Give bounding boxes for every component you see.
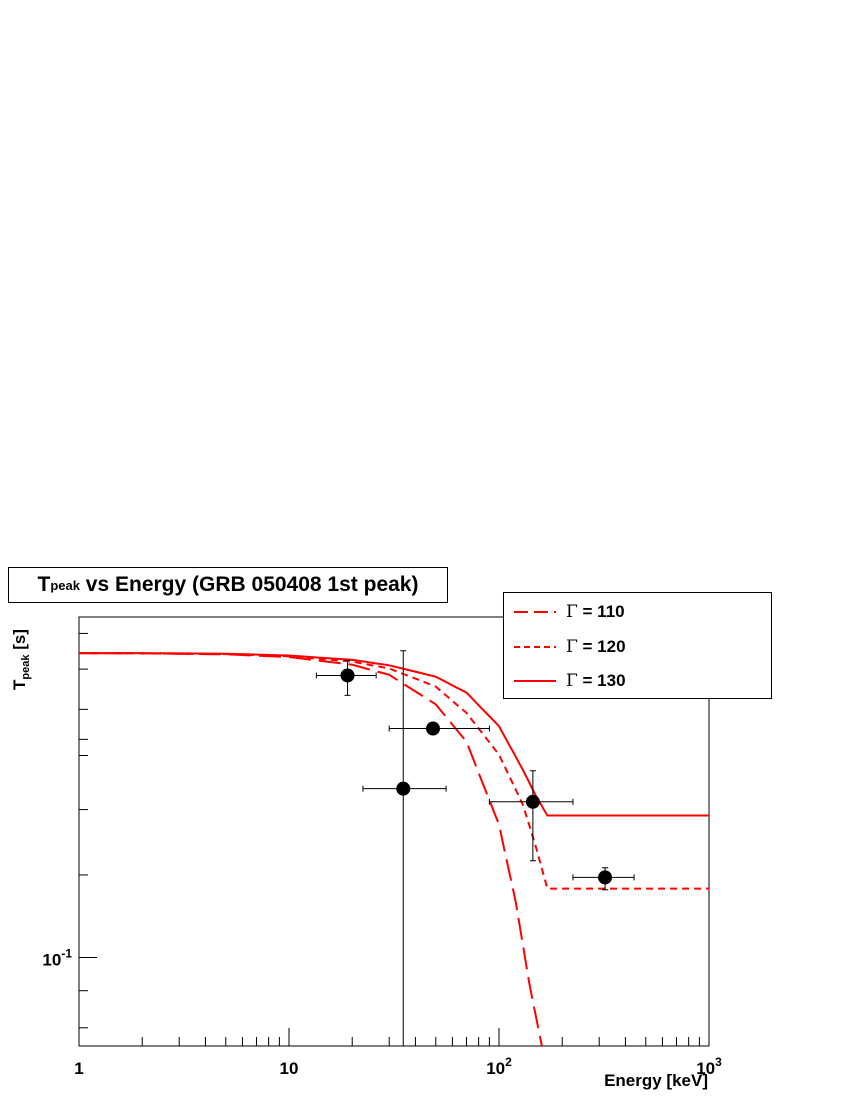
short-dash-line-icon — [514, 646, 556, 648]
data-point — [396, 781, 411, 796]
legend: Γ = 110 Γ = 120 Γ = 130 — [503, 592, 772, 699]
data-point — [340, 668, 355, 683]
x-tick-label: 102 — [486, 1055, 512, 1078]
long-dash-line-icon — [514, 611, 556, 613]
solid-line-icon — [514, 680, 556, 682]
legend-label: Γ = 130 — [566, 671, 626, 691]
title-rest: vs Energy (GRB 050408 1st peak) — [79, 573, 419, 596]
y-axis-label: Tpeak [s] — [10, 629, 32, 690]
legend-entry-110: Γ = 110 — [504, 595, 773, 629]
legend-label: Γ = 110 — [566, 602, 625, 622]
x-tick-label: 1 — [74, 1059, 83, 1078]
data-point — [525, 794, 540, 809]
legend-label: Γ = 120 — [566, 637, 626, 657]
plot-frame — [78, 616, 710, 1047]
title-main: T — [37, 573, 51, 596]
x-tick-label: 10 — [280, 1059, 299, 1078]
data-point — [426, 721, 441, 736]
title-sub: peak — [50, 577, 80, 593]
model-curves — [78, 652, 709, 1047]
data-points — [315, 650, 635, 1046]
y-tick-label: 10-1 — [42, 947, 72, 970]
x-axis-label: Energy [keV] — [604, 1071, 708, 1090]
axis-ticks — [79, 632, 700, 1046]
series-line-0 — [78, 652, 543, 1047]
legend-entry-130: Γ = 130 — [504, 664, 773, 698]
legend-entry-120: Γ = 120 — [504, 630, 773, 664]
data-point — [598, 870, 613, 885]
tick-labels: 1 10 102 103 10-1 — [42, 947, 722, 1078]
x-tick-label: 103 — [696, 1055, 722, 1078]
